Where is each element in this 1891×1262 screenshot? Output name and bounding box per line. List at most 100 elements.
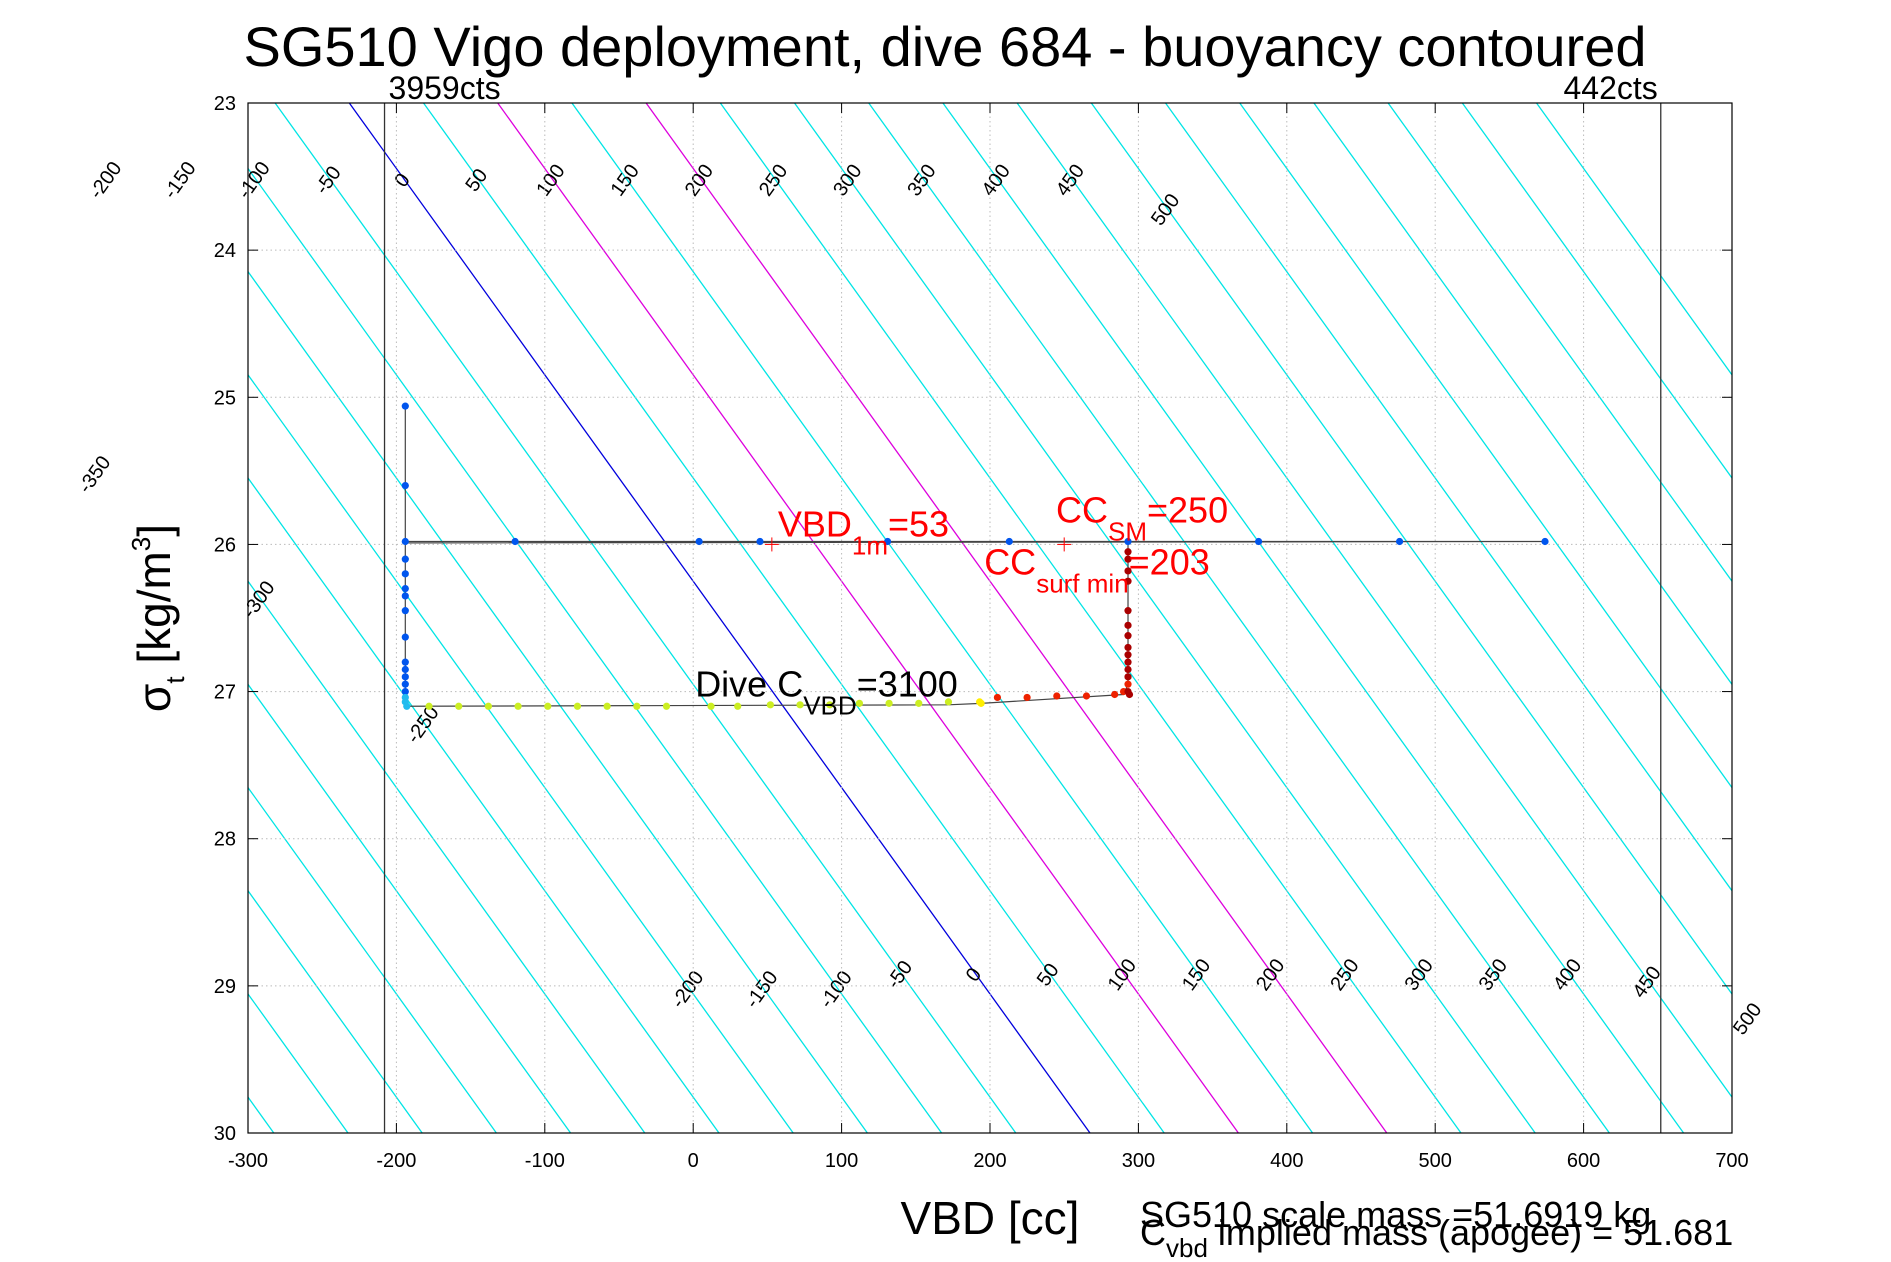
data-point [1541,537,1549,546]
data-point [1124,658,1132,666]
data-point [662,702,671,710]
data-point [401,592,409,600]
data-point [826,701,834,709]
data-point [401,607,409,615]
data-point [1023,693,1031,702]
data-point [977,699,985,707]
data-point [573,702,582,710]
y-label-end: ] [128,524,180,537]
contour-lines [0,103,1732,1133]
y-tick-label: 29 [214,976,236,998]
data-point [401,584,409,593]
data-point [1124,567,1132,575]
data-point [1124,548,1132,556]
buoyancy-contours: -450-400-350-300-250-200-150-100-5005010… [0,103,1766,1133]
contour-line [571,103,1314,1133]
data-point [756,537,764,546]
x-axis-label: VBD [cc] [901,1192,1080,1244]
data-point [855,699,864,707]
x-tick-label: -100 [525,1150,565,1172]
count-marker-label-1: 442cts [1563,70,1657,106]
contour-label-top: -200 [85,158,126,203]
data-point [401,633,409,641]
contour-line [248,683,572,1133]
data-point [1124,577,1132,585]
implied-mass-main: C [1140,1212,1166,1253]
contour-label-top: -350 [74,452,115,497]
contour-line [1387,103,1732,583]
data-point [1111,690,1119,699]
contour-line [422,103,1165,1133]
x-tick-label: 300 [1122,1150,1155,1172]
data-point [1005,537,1013,546]
data-point [885,699,893,707]
data-point [401,687,409,696]
data-point [401,481,409,490]
data-point [514,702,522,710]
contour-label-top: -150 [159,158,200,203]
dive-trace-line [404,406,1546,707]
contour-line [1461,103,1732,480]
data-point [796,701,804,709]
x-tick-label: 600 [1567,1150,1600,1172]
contour-line [1164,103,1732,892]
count-marker-label-0: 3959cts [389,70,501,106]
data-point [401,673,409,681]
data-point [1124,555,1132,563]
y-label-sigma: σ [128,684,180,712]
data-point [1124,632,1132,640]
contour-line [248,786,497,1133]
data-point [633,702,641,710]
contour-line [0,103,125,1133]
contour-line [1016,103,1732,1099]
implied-mass-sub: vbd [1166,1233,1208,1262]
data-point [511,537,519,546]
chart-title: SG510 Vigo deployment, dive 684 - buoyan… [243,15,1646,78]
contour-line [942,103,1685,1133]
data-point [695,537,703,546]
y-tick-label: 28 [214,829,236,851]
y-tick-label: 26 [214,534,236,556]
annotation-label: CCSM=250 [1056,489,1228,546]
x-axis-ticks: -300 -200 -100 0 100 200 300 400 500 600 700 [228,103,1749,1172]
data-point [707,702,715,710]
contour-line [0,103,51,1133]
y-tick-label: 27 [214,682,236,704]
data-point [425,702,433,710]
data-point [401,665,409,674]
data-point [884,537,892,546]
data-point [1124,537,1132,546]
x-tick-label: 700 [1715,1150,1748,1172]
data-point [1124,621,1132,629]
annotation-label: CCsurf min=203 [984,541,1210,598]
contour-line [1535,103,1732,376]
contour-line [248,580,646,1133]
data-point [1082,692,1091,700]
data-point [401,537,409,546]
dive-trace [404,406,1546,707]
contour-line [793,103,1536,1133]
scale-mass-note: SG510 scale mass =51.6919 kg [1140,1194,1651,1235]
data-point [403,702,411,710]
data-point [455,702,463,710]
data-point [1124,651,1132,659]
contour-line [274,103,1017,1133]
y-tick-label: 23 [214,93,236,115]
contour-line [348,103,1091,1133]
x-tick-label: 400 [1270,1150,1303,1172]
x-tick-label: 0 [688,1150,699,1172]
y-tick-label: 24 [214,240,236,262]
contour-line [719,103,1462,1133]
x-tick-label: -200 [376,1150,416,1172]
data-point [766,701,774,709]
data-point [401,570,409,578]
contour-line [248,167,943,1133]
x-tick-label: 200 [973,1150,1006,1172]
data-point [734,702,742,710]
annotation-label: VBD1m=53 [778,503,949,560]
data-points [401,402,1549,710]
contour-line [1313,103,1732,686]
contour-line [645,103,1388,1133]
